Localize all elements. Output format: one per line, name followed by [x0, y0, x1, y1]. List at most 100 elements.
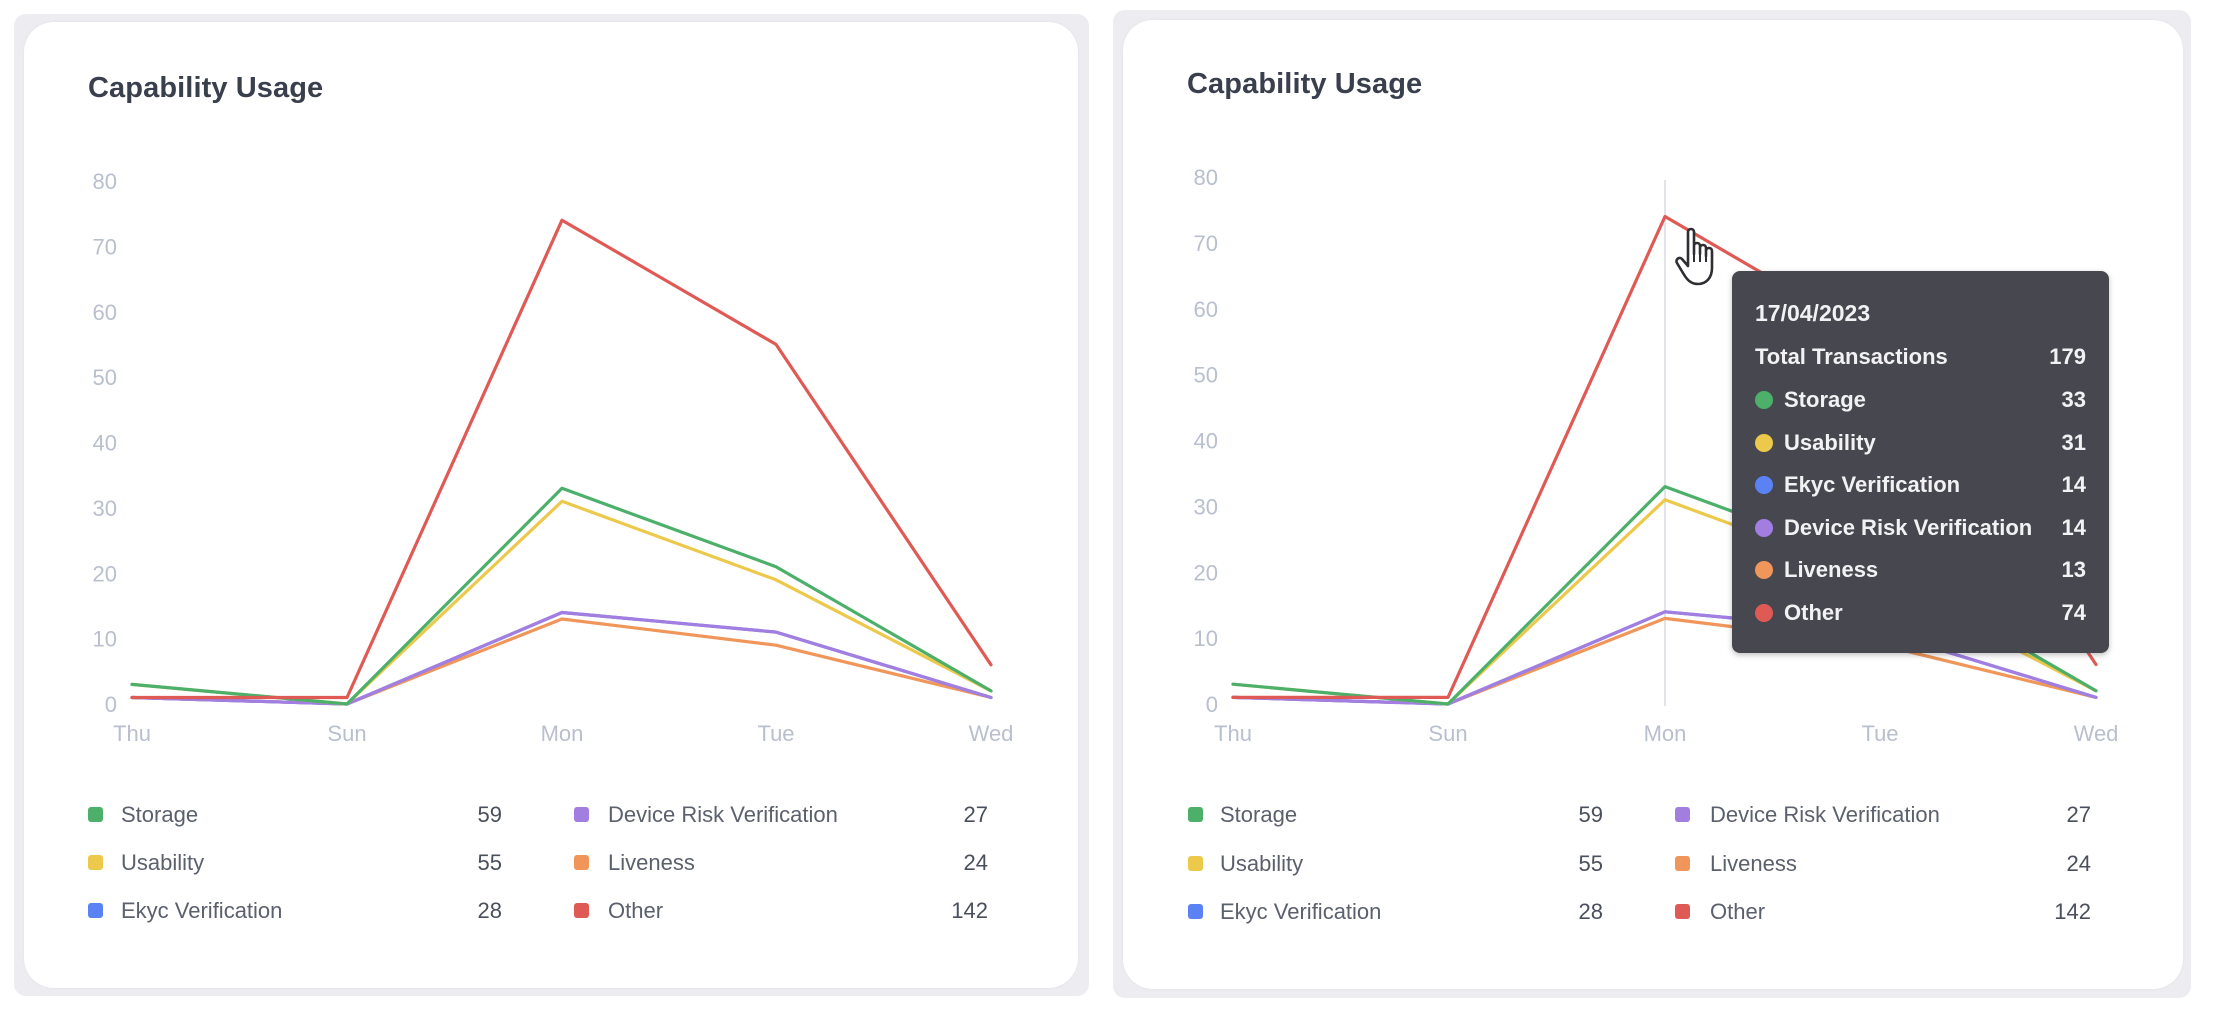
- y-axis-tick: 40: [1194, 429, 1218, 454]
- y-axis-tick: 0: [1206, 692, 1218, 717]
- legend-item-value: 142: [2054, 899, 2091, 924]
- legend-item-label[interactable]: Usability: [121, 850, 205, 875]
- tooltip-series-dot: [1755, 561, 1773, 580]
- y-axis-tick: 70: [93, 234, 117, 259]
- tooltip-series-value: 31: [2061, 429, 2086, 455]
- tooltip-total-value: 179: [2049, 344, 2086, 369]
- legend-color-swatch: [574, 903, 589, 918]
- x-axis-label: Sun: [1428, 721, 1467, 746]
- y-axis-tick: 30: [93, 496, 117, 521]
- tooltip-row: Liveness 13: [1755, 555, 2086, 585]
- y-axis-tick: 0: [105, 692, 117, 717]
- tooltip-series-dot: [1755, 391, 1773, 409]
- series-line-device-risk-verification[interactable]: [1231, 610, 2098, 706]
- legend-item-label[interactable]: Liveness: [608, 850, 695, 875]
- legend-item-label[interactable]: Other: [1710, 899, 1766, 924]
- tooltip-series-dot: [1755, 433, 1773, 452]
- legend-item-value: 55: [477, 850, 502, 875]
- x-axis-label: Thu: [1214, 721, 1252, 746]
- chart-tooltip: 17/04/2023 Total Transactions 179 Storag…: [1732, 271, 2109, 653]
- legend-color-swatch: [1675, 807, 1690, 822]
- y-axis-tick: 50: [1194, 363, 1218, 388]
- tooltip-series-dot: [1755, 518, 1773, 537]
- legend-color-swatch: [1675, 856, 1690, 871]
- legend-item-value: 28: [477, 898, 502, 923]
- legend-color-swatch: [88, 807, 103, 822]
- tooltip-row: Usability 31: [1755, 428, 2086, 458]
- y-axis-tick: 60: [93, 300, 117, 325]
- series-line-other[interactable]: [130, 218, 993, 700]
- y-axis-tick: 20: [93, 561, 117, 586]
- x-axis-label: Mon: [1644, 721, 1687, 746]
- legend-item-value: 28: [1578, 899, 1603, 924]
- tooltip-series-value: 14: [2061, 472, 2086, 498]
- y-axis-tick: 40: [93, 431, 117, 456]
- x-axis-label: Wed: [969, 721, 1014, 746]
- legend-item-value: 59: [477, 802, 502, 827]
- legend-item-label[interactable]: Storage: [121, 802, 199, 827]
- tooltip-date: 17/04/2023: [1755, 300, 1871, 326]
- y-axis-tick: 50: [93, 365, 117, 390]
- tooltip-row: Other 74: [1755, 598, 2086, 628]
- y-axis-tick: 70: [1194, 231, 1218, 256]
- y-axis-tick: 10: [1194, 626, 1218, 651]
- y-axis-tick: 10: [93, 627, 117, 652]
- x-axis-label: Sun: [327, 721, 366, 746]
- y-axis-tick: 80: [93, 169, 117, 194]
- tooltip-series-label: Other: [1784, 600, 1843, 625]
- legend-item-value: 142: [951, 898, 988, 923]
- tooltip-row: Device Risk Verification 14: [1755, 513, 2086, 543]
- pointer-hand-icon: [1675, 227, 1714, 286]
- tooltip-row: Storage 33: [1755, 385, 2086, 415]
- legend-item-label[interactable]: Liveness: [1710, 851, 1797, 876]
- card-title: Capability Usage: [1187, 68, 1423, 100]
- y-axis-tick: 60: [1194, 297, 1218, 322]
- x-axis-label: Wed: [2074, 721, 2119, 746]
- legend-item-value: 27: [963, 802, 988, 827]
- legend-item-label[interactable]: Usability: [1220, 851, 1304, 876]
- legend-item-value: 24: [963, 850, 988, 875]
- tooltip-series-value: 74: [2061, 600, 2086, 625]
- legend-item-value: 27: [2066, 802, 2091, 827]
- tooltip-total-row: Total Transactions 179: [1755, 342, 2086, 372]
- tooltip-series-label: Storage: [1784, 387, 1866, 412]
- legend-item-label[interactable]: Ekyc Verification: [1220, 899, 1382, 924]
- legend-item-label[interactable]: Ekyc Verification: [121, 898, 283, 923]
- legend-item-value: 59: [1578, 802, 1603, 827]
- tooltip-series-label: Liveness: [1784, 557, 1879, 583]
- legend-color-swatch: [1188, 807, 1203, 822]
- legend-color-swatch: [88, 903, 103, 918]
- y-axis-tick: 30: [1194, 494, 1218, 519]
- tooltip-series-value: 33: [2061, 387, 2086, 412]
- card-title: Capability Usage: [88, 72, 324, 104]
- y-axis-tick: 80: [1194, 165, 1218, 190]
- tooltip-series-value: 13: [2061, 557, 2086, 583]
- legend-item-label[interactable]: Device Risk Verification: [608, 802, 838, 827]
- legend-color-swatch: [574, 855, 589, 870]
- legend-item-value: 55: [1578, 851, 1603, 876]
- tooltip-series-value: 14: [2061, 514, 2086, 540]
- legend-color-swatch: [1675, 904, 1690, 919]
- tooltip-series-dot: [1755, 604, 1773, 622]
- legend-item-value: 24: [2066, 851, 2091, 876]
- legend-color-swatch: [1188, 856, 1203, 871]
- tooltip-series-label: Device Risk Verification: [1784, 514, 2033, 540]
- tooltip-series-label: Ekyc Verification: [1784, 472, 1961, 498]
- tooltip-row: Ekyc Verification 14: [1755, 470, 2086, 500]
- x-axis-label: Tue: [757, 721, 794, 746]
- legend-color-swatch: [574, 807, 589, 822]
- chart-card-left: [24, 22, 1078, 988]
- legend-item-label[interactable]: Other: [608, 898, 664, 923]
- tooltip-total-label: Total Transactions: [1755, 344, 1948, 369]
- x-axis-label: Tue: [1861, 721, 1898, 746]
- legend-item-label[interactable]: Storage: [1220, 802, 1298, 827]
- x-axis-label: Mon: [541, 721, 584, 746]
- legend-color-swatch: [88, 855, 103, 870]
- tooltip-series-dot: [1755, 476, 1773, 495]
- series-line-device-risk-verification[interactable]: [130, 610, 993, 706]
- legend-color-swatch: [1188, 904, 1203, 919]
- legend-item-label[interactable]: Device Risk Verification: [1710, 802, 1940, 827]
- x-axis-label: Thu: [113, 721, 151, 746]
